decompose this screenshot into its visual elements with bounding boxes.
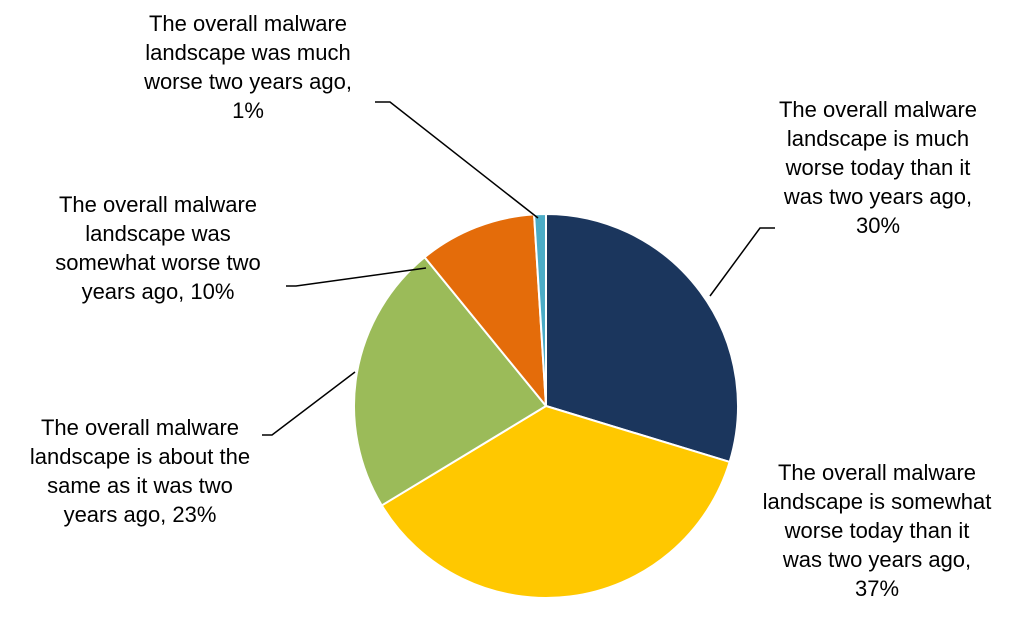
leader-line bbox=[262, 371, 356, 436]
label-line: 1% bbox=[232, 98, 264, 123]
slice-label-somewhat-worse-today: The overall malware landscape is somewha… bbox=[747, 458, 1007, 603]
pie-slice-somewhat-worse-today bbox=[380, 405, 731, 599]
label-line: years ago, 23% bbox=[63, 502, 217, 527]
label-line: landscape is about the bbox=[29, 444, 251, 469]
label-line: The overall malware bbox=[40, 415, 240, 440]
label-line: 37% bbox=[854, 576, 900, 601]
pie-slice-much-worse-today bbox=[545, 213, 739, 463]
pie-slice-about-same bbox=[353, 256, 547, 507]
label-line: landscape was bbox=[85, 221, 231, 246]
leader-line bbox=[286, 267, 427, 287]
label-line: years ago, 10% bbox=[81, 279, 235, 304]
slice-label-much-worse-today: The overall malware landscape is much wo… bbox=[758, 95, 998, 240]
label-line: 30% bbox=[855, 213, 901, 238]
label-line: worse today than it bbox=[785, 155, 971, 180]
label-line: worse today than it bbox=[784, 518, 970, 543]
label-line: The overall malware bbox=[778, 97, 978, 122]
leader-line bbox=[709, 227, 775, 297]
label-line: was two years ago, bbox=[783, 184, 973, 209]
label-line: The overall malware bbox=[777, 460, 977, 485]
label-line: same as it was two bbox=[47, 473, 233, 498]
leader-line bbox=[375, 101, 539, 219]
slice-label-somewhat-worse-two-years-ago: The overall malware landscape was somewh… bbox=[28, 190, 288, 306]
label-line: somewhat worse two bbox=[55, 250, 261, 275]
label-line: landscape is much bbox=[786, 126, 970, 151]
label-line: The overall malware bbox=[58, 192, 258, 217]
label-line: worse two years ago, bbox=[144, 69, 352, 94]
label-line: The overall malware bbox=[148, 11, 348, 36]
label-line: was two years ago, bbox=[782, 547, 972, 572]
label-line: landscape was much bbox=[145, 40, 351, 65]
label-line: landscape is somewhat bbox=[762, 489, 992, 514]
pie-slice-somewhat-worse-two-years-ago bbox=[423, 213, 547, 407]
slice-label-much-worse-two-years-ago: The overall malware landscape was much w… bbox=[118, 9, 378, 125]
slice-label-about-same: The overall malware landscape is about t… bbox=[10, 413, 270, 529]
